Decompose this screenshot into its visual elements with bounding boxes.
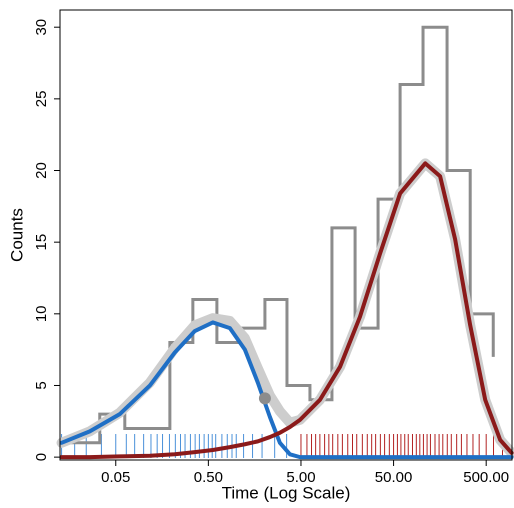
x-tick-label: 0.50 [194,469,223,486]
y-tick-label: 0 [33,453,50,461]
curve [59,320,514,460]
y-tick-label: 10 [33,305,50,322]
curve [59,161,514,460]
plot-frame [59,9,513,461]
x-axis-title: Time (Log Scale) [222,483,351,502]
y-tick-label: 5 [33,381,50,389]
y-tick-label: 20 [33,162,50,179]
y-axis-title: Counts [7,208,26,262]
y-tick-label: 30 [33,19,50,36]
y-tick-label: 15 [33,234,50,251]
x-tick-label: 0.05 [101,469,130,486]
x-tick-label: 50.00 [375,469,413,486]
histogram-step [61,25,495,445]
x-tick-label: 500.00 [463,469,509,486]
x-tick-label: 5.00 [286,469,315,486]
point [258,392,271,405]
y-tick-label: 25 [33,91,50,108]
